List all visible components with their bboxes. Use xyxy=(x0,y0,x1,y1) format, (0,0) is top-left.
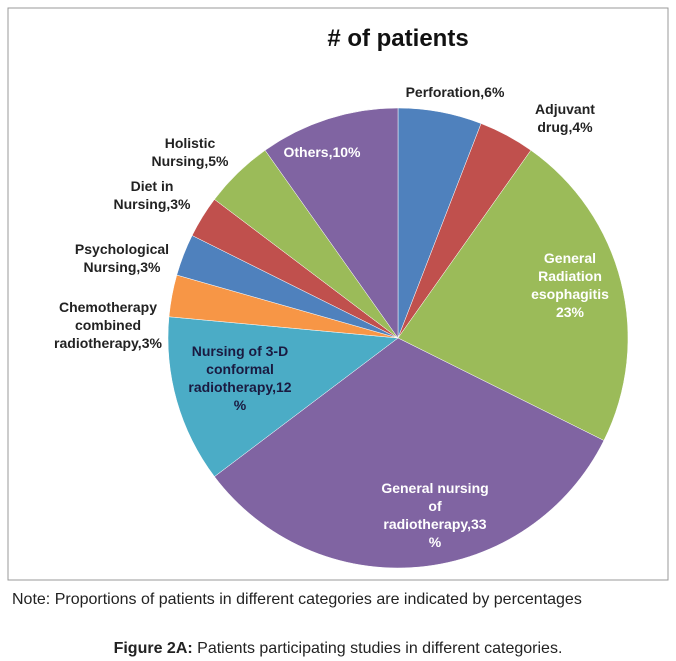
label-line: Perforation,6% xyxy=(406,84,505,100)
label-line: Chemotherapy xyxy=(59,299,157,315)
pie-slice xyxy=(397,149,629,441)
data-label: Chemotherapy combined radiotherapy,3% xyxy=(54,299,162,351)
label-line: Holistic xyxy=(165,135,216,151)
label-line: Nursing,3% xyxy=(113,196,191,212)
label-line: % xyxy=(429,534,442,550)
data-label: Holistic Nursing,5% xyxy=(151,135,229,169)
label-line: Others,10% xyxy=(283,144,361,160)
label-line: General xyxy=(544,250,596,266)
chart: # of patients Perforation,6% Adjuvant drug… xyxy=(7,7,669,581)
pie-slice xyxy=(167,316,399,477)
label-line: Radiation xyxy=(538,268,602,284)
data-label: Diet in Nursing,3% xyxy=(113,178,191,212)
label-line: General nursing xyxy=(381,480,488,496)
label-line: Adjuvant xyxy=(535,101,595,117)
pie-slice xyxy=(264,107,399,339)
label-line: conformal xyxy=(206,361,274,377)
label-line: esophagitis xyxy=(531,286,609,302)
label-line: Nursing,5% xyxy=(151,153,229,169)
note: Note: Proportions of patients in differe… xyxy=(12,591,582,608)
chart-title: # of patients xyxy=(327,25,468,52)
data-label: Adjuvant drug,4% xyxy=(535,101,595,135)
caption-label: Figure 2A: xyxy=(113,640,193,657)
data-label: General Radiation esophagitis 23% xyxy=(531,250,609,320)
pie-slice xyxy=(214,337,605,569)
caption: Figure 2A: Patients participating studie… xyxy=(0,640,676,658)
label-line: of xyxy=(428,498,442,514)
data-label: Others,10% xyxy=(283,144,361,160)
data-label: Perforation,6% xyxy=(406,84,505,100)
data-label: Nursing of 3-D conformal radiotherapy,12% xyxy=(188,343,291,413)
frame xyxy=(7,7,669,581)
data-label: General nursing of radiotherapy,33% xyxy=(381,480,488,550)
label-line: drug,4% xyxy=(537,119,593,135)
label-line: % xyxy=(234,397,247,413)
label-line: Diet in xyxy=(131,178,174,194)
label-line: radiotherapy,12 xyxy=(188,379,291,395)
label-line: Nursing,3% xyxy=(83,259,161,275)
data-label: Psychological Nursing,3% xyxy=(75,241,169,275)
label-line: 23% xyxy=(556,304,585,320)
label-line: combined xyxy=(75,317,141,333)
label-line: radiotherapy,3% xyxy=(54,335,162,351)
label-line: Nursing of 3-D xyxy=(192,343,288,359)
label-line: radiotherapy,33 xyxy=(383,516,486,532)
label-line: Psychological xyxy=(75,241,169,257)
caption-text: Patients participating studies in differ… xyxy=(192,640,563,657)
